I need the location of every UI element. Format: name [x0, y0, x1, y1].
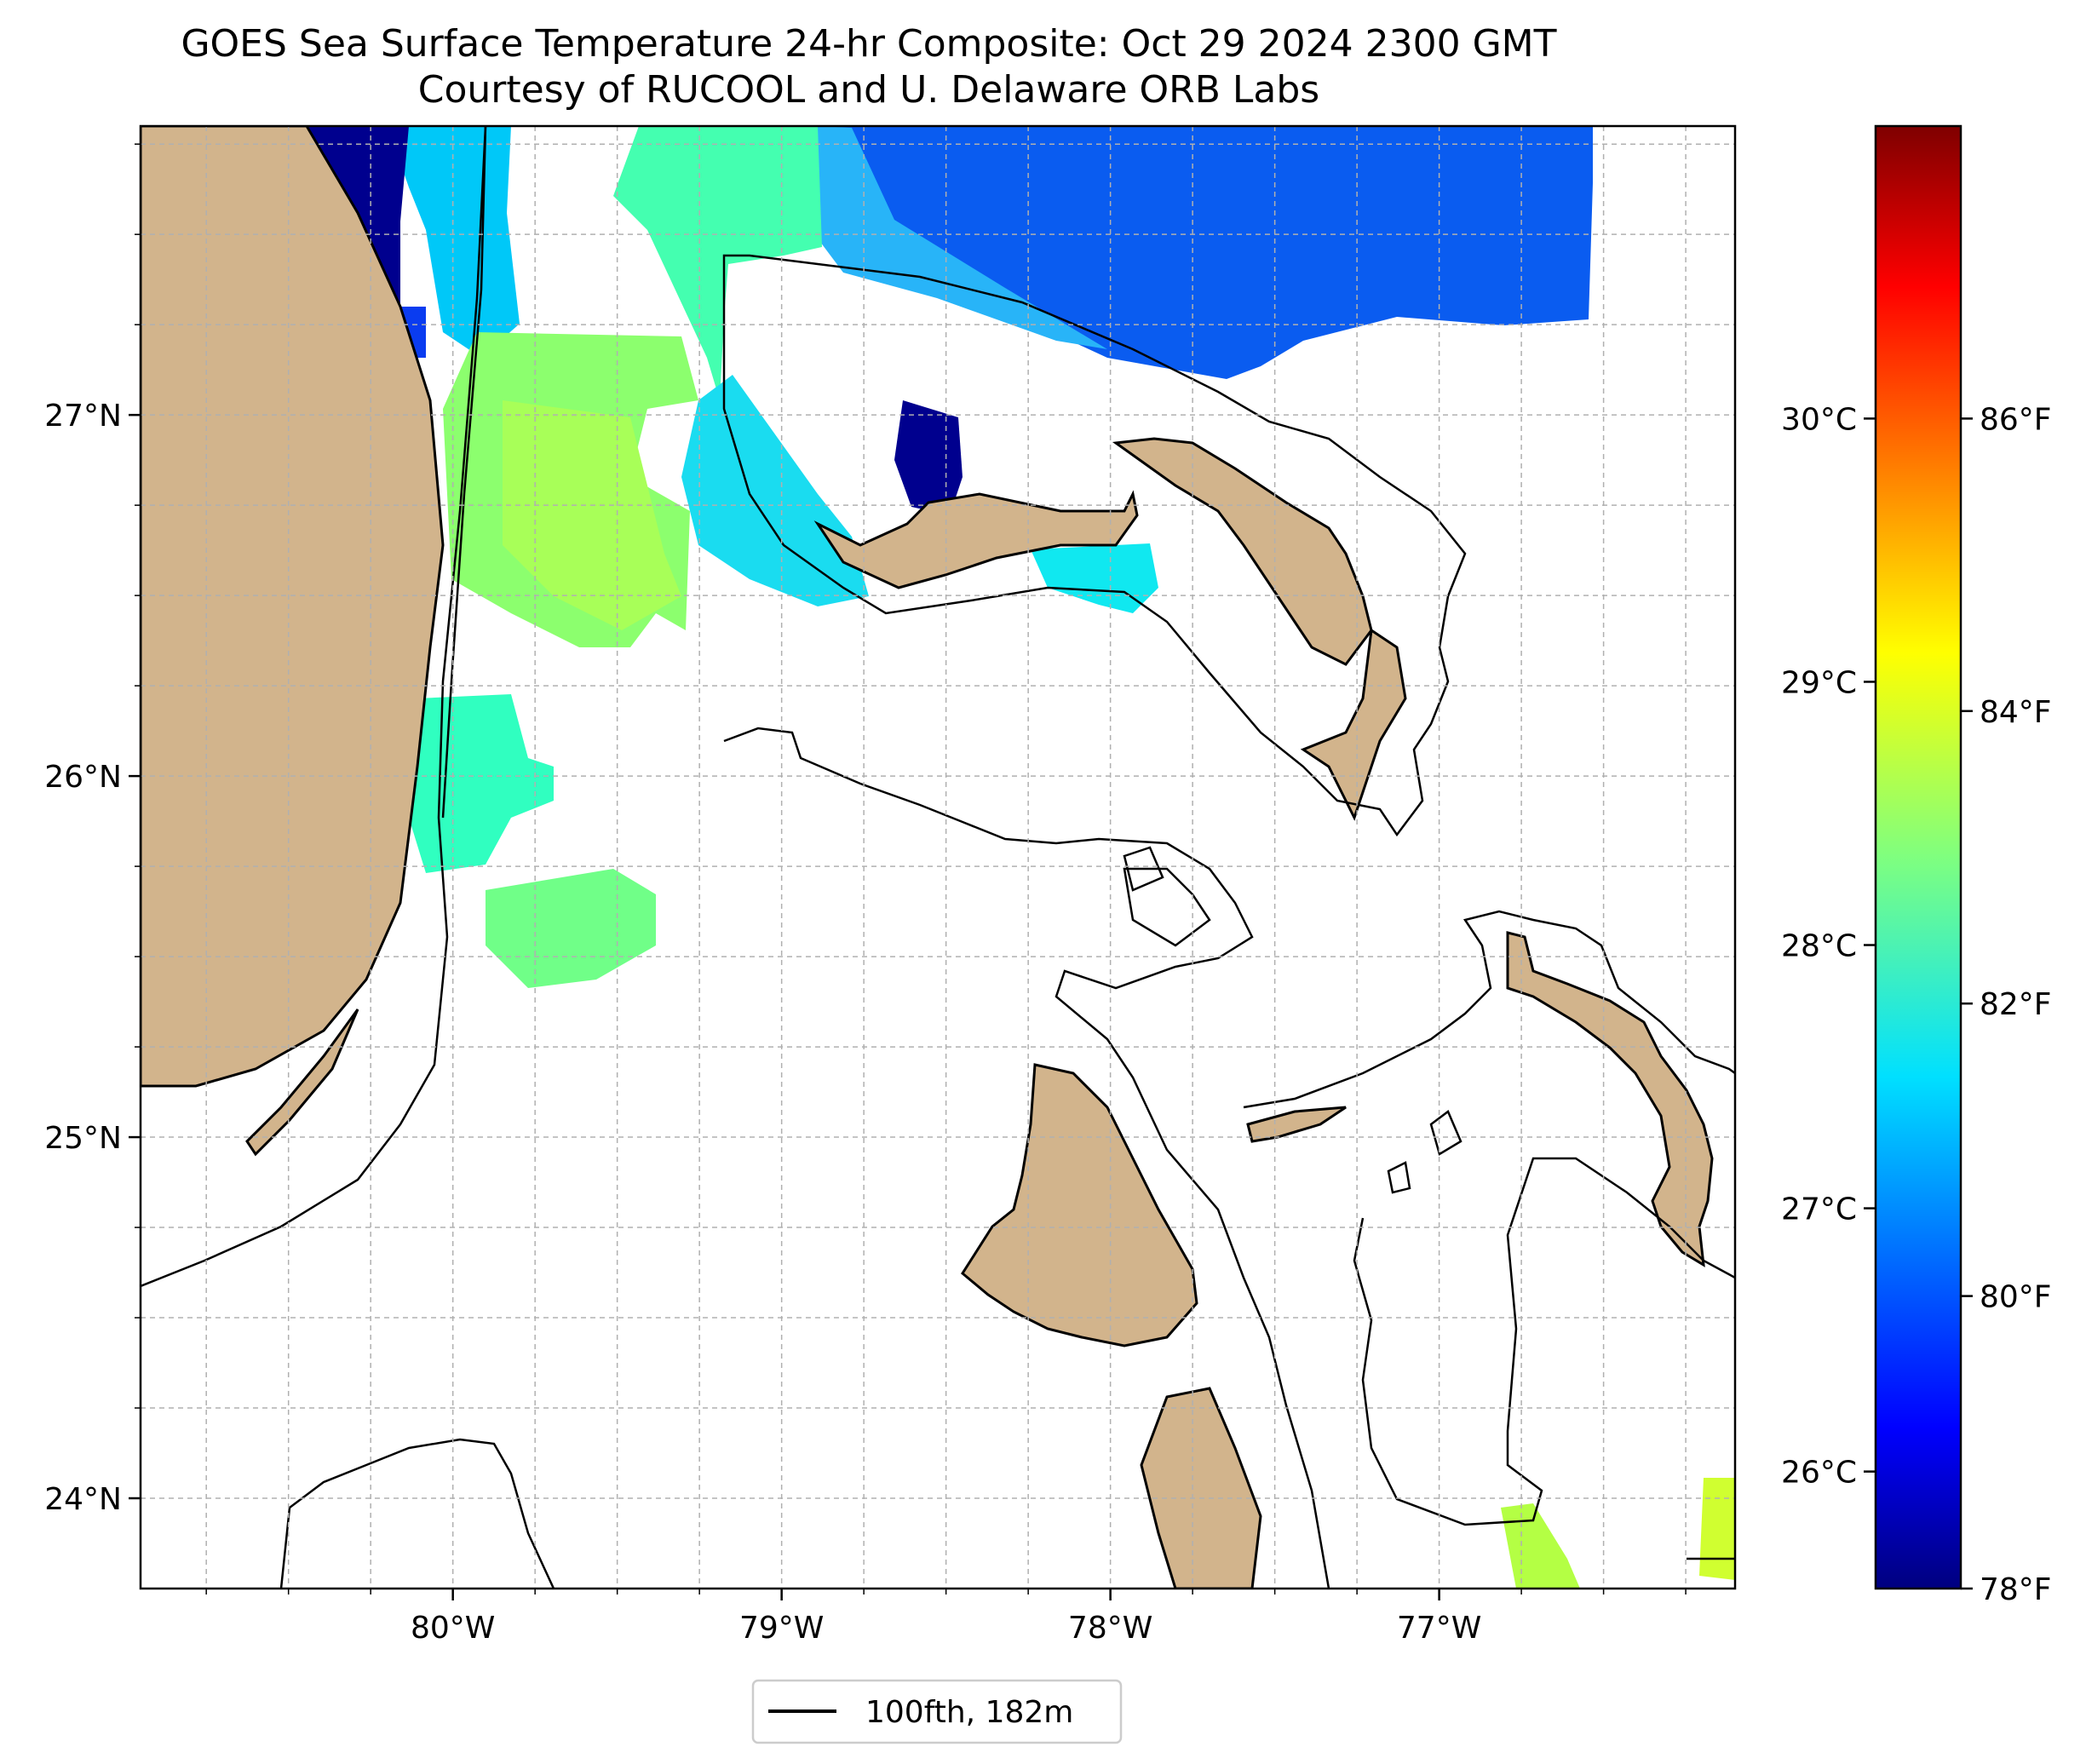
- land-abaco-south: [1300, 628, 1407, 821]
- contour-great-bahama-bank-west: [723, 727, 1330, 1589]
- map-subtitle: Courtesy of RUCOOL and U. Delaware ORB L…: [417, 68, 1320, 112]
- sst-patch-green-north: [613, 126, 822, 400]
- map-frame: [139, 124, 1737, 1590]
- lon-tick-label: 77°W: [1397, 1611, 1481, 1646]
- colorbar: 26°C 27°C 28°C 29°C 30°C 78°F 80°F 82°F 84°F 86°…: [1781, 124, 2052, 1607]
- contour-eleuthera-south: [1353, 1157, 1735, 1526]
- lat-tick-label: 26°N: [44, 760, 122, 795]
- lat-tick-label: 25°N: [44, 1121, 122, 1156]
- fahrenheit-tick-label: 78°F: [1980, 1572, 2052, 1607]
- map-title: GOES Sea Surface Temperature 24-hr Compo…: [181, 22, 1557, 66]
- contour-straits: [441, 126, 487, 819]
- contour-small-cay-2: [1429, 1110, 1462, 1156]
- sst-patch-teal-south: [409, 694, 554, 873]
- fahrenheit-tick-label: 82°F: [1980, 987, 2052, 1022]
- land-berry-islands: [1246, 1106, 1347, 1143]
- legend-label: 100fth, 182m: [865, 1695, 1073, 1730]
- celsius-tick-label: 30°C: [1781, 402, 1857, 437]
- contour-tongue-of-ocean: [1123, 867, 1211, 947]
- gridlines: [141, 126, 1735, 1589]
- latitude-axis: 27°N 26°N 25°N 24°N: [44, 143, 141, 1517]
- longitude-axis: 80°W 79°W 78°W 77°W: [205, 1589, 1687, 1646]
- fahrenheit-tick-label: 80°F: [1980, 1280, 2052, 1315]
- land-eleuthera: [1506, 931, 1714, 1267]
- contour-small-cay-3: [1387, 1161, 1411, 1194]
- celsius-tick-label: 26°C: [1781, 1456, 1857, 1491]
- map-area: [141, 126, 1735, 1589]
- lon-tick-label: 80°W: [411, 1611, 495, 1646]
- land-abaco-north: [1112, 437, 1373, 666]
- land-florida-keys: [245, 1008, 359, 1157]
- sst-patch-yellow-se: [1501, 1503, 1580, 1589]
- fahrenheit-tick-label: 84°F: [1980, 695, 2052, 730]
- land-florida: [141, 126, 445, 1088]
- colorbar-gradient: [1874, 124, 1962, 1590]
- land-andros: [961, 1063, 1198, 1347]
- bathymetry-contours: [141, 126, 1735, 1589]
- lat-tick-label: 24°N: [44, 1482, 122, 1517]
- sst-patch-north-cyan: [818, 126, 1107, 349]
- contour-small-cay-1: [1123, 846, 1164, 892]
- celsius-tick-label: 27°C: [1781, 1192, 1857, 1227]
- sst-patch-north-blue: [813, 126, 1593, 379]
- sst-field: [143, 126, 1735, 1589]
- legend-box: [751, 1679, 1123, 1744]
- contour-florida-shelf: [141, 126, 487, 1288]
- contour-cay-sal: [279, 1438, 555, 1589]
- sst-patch-green-south: [486, 869, 656, 988]
- sst-patch-yellow-e: [1699, 1478, 1735, 1580]
- celsius-tick-label: 29°C: [1781, 665, 1857, 700]
- celsius-tick-label: 28°C: [1781, 929, 1857, 964]
- lon-tick-label: 79°W: [739, 1611, 824, 1646]
- sst-patch-cyan-abaco: [681, 375, 869, 606]
- sst-patch-cyan-coast: [388, 126, 520, 358]
- land-grand-bahama: [813, 490, 1139, 589]
- fahrenheit-tick-label: 86°F: [1980, 402, 2052, 437]
- contour-exuma-sound: [1243, 910, 1735, 1109]
- land-masses: [141, 126, 1714, 1589]
- contour-little-bahama-bank: [722, 254, 1467, 837]
- legend: 100fth, 182m: [751, 1679, 1123, 1744]
- sst-patch-green-mid-bright: [503, 400, 681, 630]
- lon-tick-label: 78°W: [1068, 1611, 1152, 1646]
- lat-tick-label: 27°N: [44, 399, 122, 434]
- colorbar-celsius-ticks: 26°C 27°C 28°C 29°C 30°C: [1781, 402, 1876, 1491]
- colorbar-fahrenheit-ticks: 78°F 80°F 82°F 84°F 86°F: [1961, 402, 2052, 1607]
